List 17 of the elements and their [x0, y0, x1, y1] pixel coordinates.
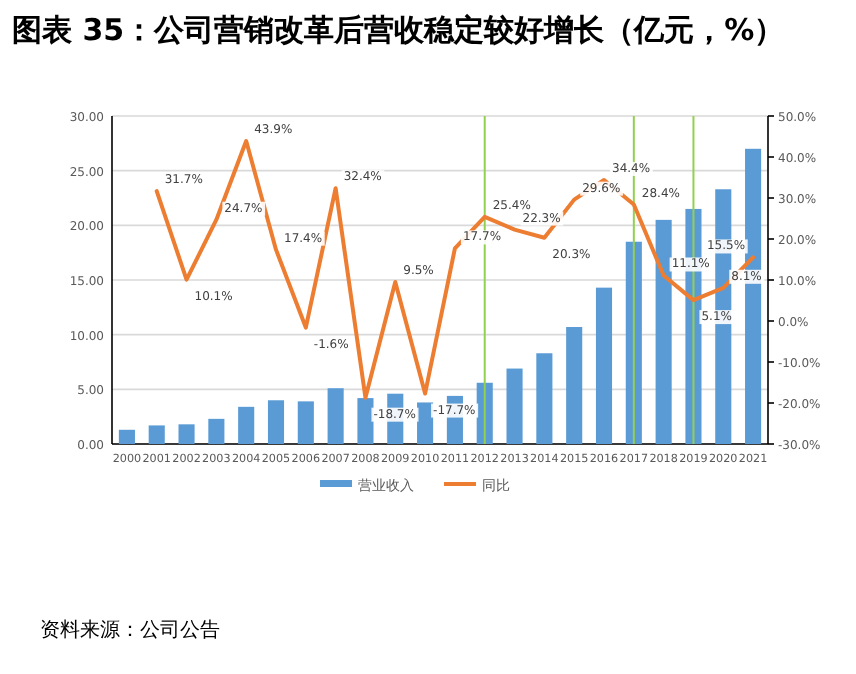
bar [327, 388, 344, 444]
bar [417, 402, 434, 444]
bar [208, 418, 225, 444]
bar [536, 353, 553, 444]
bar [148, 425, 165, 444]
bar [267, 400, 285, 444]
text: 资料来源：公司公告 [40, 618, 220, 642]
bar [595, 287, 613, 444]
bar [655, 219, 672, 444]
bar [178, 424, 195, 444]
bar [297, 401, 314, 444]
bar [118, 429, 135, 444]
bar [357, 398, 374, 444]
bar [238, 406, 255, 444]
bar [506, 368, 523, 444]
chart-title: 图表 35：公司营销改革后营收稳定较好增长（亿元，%） [12, 12, 785, 48]
bar [566, 327, 583, 444]
